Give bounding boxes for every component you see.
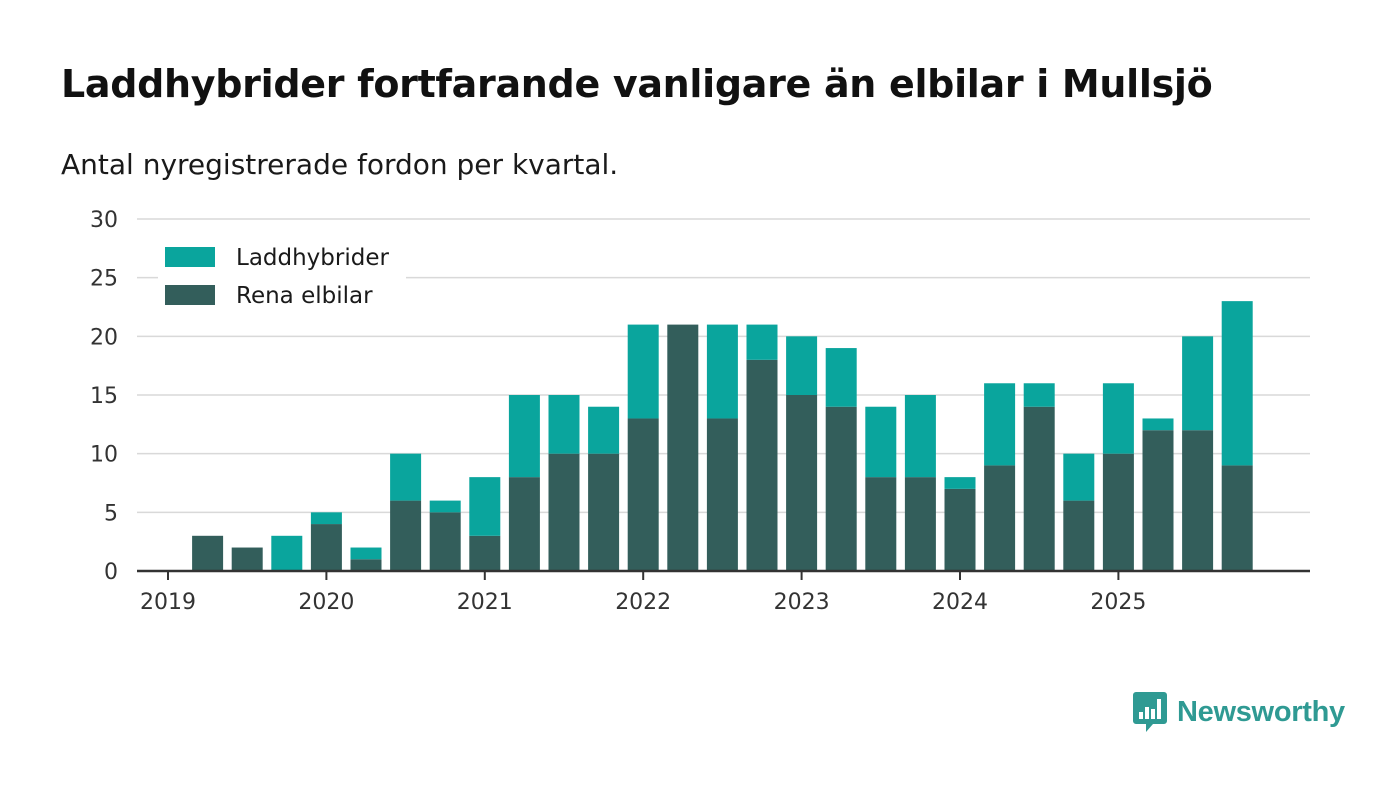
- bar-laddhybrider-2021-q4: [588, 406, 620, 454]
- x-tick-label-2022: 2022: [615, 590, 671, 615]
- bar-rena-elbilar-2020-q4: [429, 512, 461, 571]
- bar-rena-elbilar-2023-q2: [825, 406, 857, 571]
- bar-rena-elbilar-2021-q1: [469, 535, 501, 571]
- bar-laddhybrider-2024-q3: [1023, 383, 1055, 407]
- bar-rena-elbilar-2022-q1: [627, 418, 659, 571]
- bar-rena-elbilar-2022-q3: [706, 418, 738, 571]
- x-tick-label-2021: 2021: [457, 590, 513, 615]
- y-tick-label-15: 15: [90, 384, 118, 409]
- bar-rena-elbilar-2019-q3: [231, 547, 263, 571]
- bar-laddhybrider-2020-q4: [429, 500, 461, 513]
- bar-laddhybrider-2021-q1: [469, 477, 501, 536]
- bar-laddhybrider-2022-q3: [706, 324, 738, 419]
- x-tick-label-2019: 2019: [140, 590, 196, 615]
- bar-laddhybrider-2023-q3: [865, 406, 897, 478]
- bar-rena-elbilar-2024-q2: [984, 465, 1016, 571]
- bar-rena-elbilar-2025-q1: [1102, 453, 1134, 571]
- bar-rena-elbilar-2022-q4: [746, 359, 778, 571]
- bar-rena-elbilar-2020-q2: [350, 559, 382, 571]
- bar-laddhybrider-2025-q3: [1182, 336, 1214, 431]
- bar-rena-elbilar-2022-q2: [667, 324, 699, 571]
- y-tick-label-25: 25: [90, 267, 118, 292]
- bar-laddhybrider-2025-q2: [1142, 418, 1174, 431]
- bar-laddhybrider-2022-q4: [746, 324, 778, 360]
- bar-rena-elbilar-2023-q3: [865, 477, 897, 571]
- bars: [192, 301, 1253, 571]
- bar-laddhybrider-2020-q3: [390, 453, 422, 501]
- bar-laddhybrider-2020-q2: [350, 547, 382, 560]
- bar-rena-elbilar-2021-q4: [588, 453, 620, 571]
- bar-rena-elbilar-2020-q1: [310, 524, 342, 571]
- legend-label-rena-elbilar: Rena elbilar: [236, 283, 373, 309]
- bar-laddhybrider-2020-q1: [310, 512, 342, 525]
- legend-swatch-laddhybrider: [165, 247, 215, 267]
- x-tick-label-2023: 2023: [774, 590, 830, 615]
- bar-rena-elbilar-2024-q4: [1063, 500, 1095, 571]
- bar-rena-elbilar-2020-q3: [390, 500, 422, 571]
- bar-laddhybrider-2019-q4: [271, 535, 303, 571]
- bar-laddhybrider-2023-q2: [825, 348, 857, 407]
- y-tick-label-20: 20: [90, 325, 118, 350]
- legend: Laddhybrider Rena elbilar: [158, 236, 406, 316]
- bar-rena-elbilar-2021-q3: [548, 453, 580, 571]
- bar-rena-elbilar-2023-q4: [904, 477, 936, 571]
- bar-rena-elbilar-2025-q2: [1142, 430, 1174, 571]
- bar-laddhybrider-2024-q2: [984, 383, 1016, 466]
- bar-laddhybrider-2023-q4: [904, 395, 936, 478]
- y-tick-label-0: 0: [104, 560, 118, 585]
- newsworthy-logo-icon: [1133, 692, 1167, 732]
- bar-laddhybrider-2025-q4: [1221, 301, 1253, 466]
- bar-rena-elbilar-2025-q4: [1221, 465, 1253, 571]
- y-tick-label-10: 10: [90, 443, 118, 468]
- y-tick-label-5: 5: [104, 501, 118, 526]
- y-tick-label-30: 30: [90, 208, 118, 233]
- bar-laddhybrider-2021-q2: [508, 395, 540, 478]
- bar-laddhybrider-2024-q4: [1063, 453, 1095, 501]
- bar-laddhybrider-2024-q1: [944, 477, 976, 489]
- bar-laddhybrider-2023-q1: [786, 336, 818, 395]
- bar-rena-elbilar-2021-q2: [508, 477, 540, 571]
- bar-laddhybrider-2025-q1: [1102, 383, 1134, 454]
- chart-subtitle: Antal nyregistrerade fordon per kvartal.: [61, 148, 619, 181]
- chart-title: Laddhybrider fortfarande vanligare än el…: [61, 62, 1213, 106]
- bar-laddhybrider-2022-q1: [627, 324, 659, 419]
- bar-laddhybrider-2021-q3: [548, 395, 580, 454]
- bar-rena-elbilar-2024-q3: [1023, 406, 1055, 571]
- legend-label-laddhybrider: Laddhybrider: [236, 245, 389, 271]
- bar-rena-elbilar-2025-q3: [1182, 430, 1214, 571]
- brand-name: Newsworthy: [1177, 695, 1345, 728]
- x-tick-label-2024: 2024: [932, 590, 988, 615]
- bar-rena-elbilar-2024-q1: [944, 488, 976, 571]
- bar-rena-elbilar-2023-q1: [786, 395, 818, 571]
- newsworthy-logo: Newsworthy: [1133, 692, 1345, 732]
- legend-swatch-rena-elbilar: [165, 285, 215, 305]
- x-tick-label-2025: 2025: [1090, 590, 1146, 615]
- bar-rena-elbilar-2019-q2: [192, 535, 224, 571]
- x-tick-label-2020: 2020: [298, 590, 354, 615]
